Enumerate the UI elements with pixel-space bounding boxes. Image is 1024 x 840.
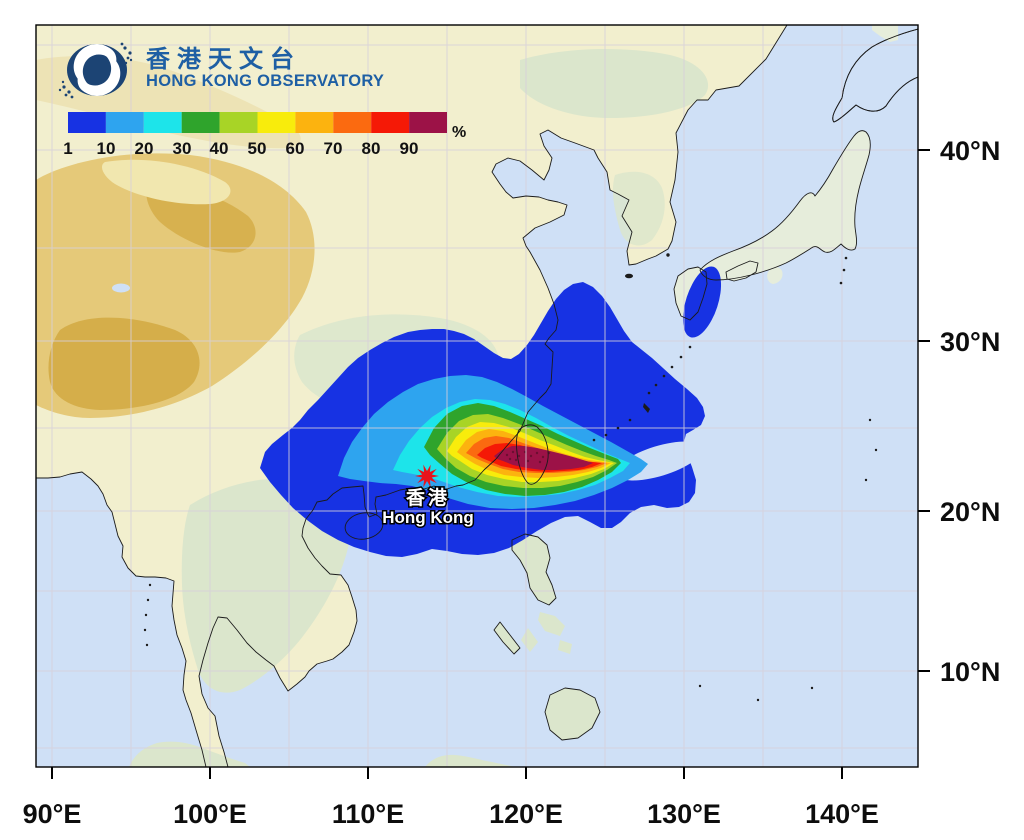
luzon-island	[512, 534, 556, 605]
map-area	[36, 25, 918, 767]
legend-tick-20: 20	[135, 139, 154, 158]
legend-tick-70: 70	[324, 139, 343, 158]
legend-tick-10: 10	[97, 139, 116, 158]
legend-swatch-20	[143, 112, 182, 133]
visayas-islands	[521, 612, 572, 654]
terrain-green-korea	[612, 171, 665, 246]
legend-tick-90: 90	[400, 139, 419, 158]
legend-tick-60: 60	[286, 139, 305, 158]
coastlines	[36, 25, 918, 767]
lon-label-130e: 130°E	[647, 799, 721, 829]
kii-peninsula	[767, 266, 783, 284]
terrain-green-indochina	[181, 478, 351, 693]
japan-outlines	[673, 28, 918, 321]
hainan-outline	[344, 512, 384, 540]
hko-title-chinese: 香港天文台	[146, 45, 301, 73]
hko-logo: 香港天文台 HONG KONG OBSERVATORY	[58, 42, 384, 99]
small-islands	[143, 253, 878, 702]
legend-swatch-10	[105, 112, 144, 133]
legend-swatch-30	[181, 112, 220, 133]
legend-swatch-50	[257, 112, 296, 133]
lat-label-40n: 40°N	[940, 136, 1000, 166]
mindanao-island	[545, 688, 600, 740]
lat-label-10n: 10°N	[940, 657, 1000, 687]
hong-kong-star-icon	[415, 464, 439, 488]
lake-north	[112, 283, 130, 293]
axis-ticks	[51, 149, 930, 779]
legend-swatch-60	[295, 112, 334, 133]
palawan-island	[494, 622, 520, 654]
legend-swatch-40	[219, 112, 258, 133]
probability-contours	[260, 266, 722, 557]
map-frame	[35, 24, 919, 768]
legend-swatch-80	[371, 112, 410, 133]
hko-logo-swirl-bottom	[77, 54, 121, 96]
legend-swatch-1	[68, 112, 106, 133]
shikoku-island	[726, 261, 758, 281]
mainland-coastline	[36, 25, 788, 767]
terrain-green-northeast-china	[520, 48, 709, 118]
lon-label-90e: 90°E	[23, 799, 82, 829]
hong-kong-label-chinese: 香港	[405, 487, 450, 509]
lon-label-140e: 140°E	[805, 799, 879, 829]
hong-kong-label-english: Hong Kong	[382, 508, 474, 527]
graticule-grid	[36, 25, 918, 767]
legend-tick-80: 80	[362, 139, 381, 158]
terrain-tibet-light	[101, 159, 231, 205]
legend-tick-1: 1	[63, 139, 72, 158]
lat-label-20n: 20°N	[940, 497, 1000, 527]
legend-swatch-70	[333, 112, 372, 133]
legend-swatch-90	[409, 112, 447, 133]
taiwan-outline	[515, 424, 549, 485]
latitude-axis-labels: 40°N 30°N 20°N 10°N	[940, 136, 1000, 687]
hong-kong-marker: 香港 Hong Kong	[381, 464, 475, 529]
lon-label-120e: 120°E	[489, 799, 563, 829]
legend-tick-50: 50	[248, 139, 267, 158]
legend-unit-percent: %	[452, 124, 466, 141]
hko-title-english: HONG KONG OBSERVATORY	[146, 72, 384, 90]
legend-tick-30: 30	[173, 139, 192, 158]
lon-label-100e: 100°E	[173, 799, 247, 829]
philippines-outlines	[493, 533, 601, 741]
longitude-axis-labels: 90°E 100°E 110°E 120°E 130°E 140°E	[23, 799, 879, 829]
lon-label-110e: 110°E	[332, 799, 404, 829]
probability-legend: 1 10 20 30 40 50 60 70 80 90 %	[63, 112, 466, 158]
hko-logo-halftone	[58, 42, 133, 99]
lat-label-30n: 30°N	[940, 327, 1000, 357]
honshu-island	[700, 130, 871, 280]
legend-tick-40: 40	[210, 139, 229, 158]
